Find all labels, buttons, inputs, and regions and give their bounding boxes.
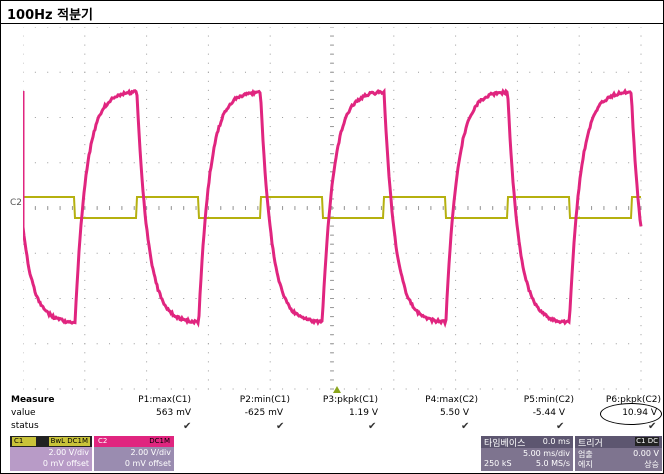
trigger-level: 0.00 V <box>633 449 659 458</box>
status-check-icon: ✔ <box>276 421 284 432</box>
measure-col-name[interactable]: P4:max(C2) <box>398 395 478 405</box>
annotation-circle <box>600 403 662 425</box>
page-title: 100Hz 적분기 <box>7 4 93 23</box>
status-check-icon: ✔ <box>461 421 469 432</box>
timebase-tdiv: 5.00 ms/div <box>523 449 570 458</box>
timebase-delay: 0.0 ms <box>543 437 570 446</box>
measure-table: Measure P1:max(C1) P2:min(C1) P3:pkpk(C1… <box>11 395 661 435</box>
measure-value: 563 mV <box>111 408 191 418</box>
trigger-title: 트리거 <box>578 436 603 449</box>
measure-col-name[interactable]: P1:max(C1) <box>111 395 191 405</box>
measure-status-row: status ✔ ✔ ✔ ✔ ✔ ✔ <box>11 421 661 433</box>
trigger-position-marker[interactable] <box>333 386 341 393</box>
measure-col-name[interactable]: P3:pkpk(C1) <box>298 395 378 405</box>
c2-tag: C2 <box>96 437 120 446</box>
c1-vdiv: 2.00 V/div <box>48 448 89 457</box>
measure-value: 5.50 V <box>389 408 469 418</box>
measure-value-row: value 563 mV -625 mV 1.19 V 5.50 V -5.44… <box>11 408 661 420</box>
c2-descriptor[interactable]: C2 DC1M 2.00 V/div 0 mV offset <box>94 436 174 471</box>
trigger-slope: 상승 <box>644 459 659 470</box>
status-check-icon: ✔ <box>183 421 191 432</box>
c2-offset: 0 mV offset <box>125 459 171 468</box>
c2-level-marker[interactable]: C2 <box>10 198 22 208</box>
measure-col-name[interactable]: P5:min(C2) <box>494 395 574 405</box>
value-label: value <box>11 408 36 418</box>
c1-coupling: BwL DC1M <box>49 437 90 446</box>
measure-label: Measure <box>11 395 54 405</box>
trigger-type: 에지 <box>578 459 593 470</box>
trigger-source-tag: C1 DC <box>635 437 659 446</box>
scope-display[interactable] <box>23 27 663 391</box>
measure-col-name[interactable]: P2:min(C1) <box>210 395 290 405</box>
status-check-icon: ✔ <box>368 421 376 432</box>
c1-descriptor[interactable]: C1 BwL DC1M 2.00 V/div 0 mV offset <box>10 436 92 471</box>
measure-header-row: Measure P1:max(C1) P2:min(C1) P3:pkpk(C1… <box>11 395 661 407</box>
status-label: status <box>11 421 39 431</box>
c1-offset: 0 mV offset <box>43 459 89 468</box>
title-bar: 100Hz 적분기 <box>1 1 663 24</box>
trigger-descriptor[interactable]: 트리거 C1 DC 엄출 0.00 V 에지 상승 <box>575 436 662 471</box>
graticule <box>23 27 642 390</box>
measure-value: -625 mV <box>203 408 283 418</box>
c2-vdiv: 2.00 V/div <box>130 448 171 457</box>
measure-value: -5.44 V <box>485 408 565 418</box>
timebase-title: 타임베이스 <box>484 436 525 449</box>
timebase-rate: 5.0 MS/s <box>536 459 570 468</box>
timebase-samples: 250 kS <box>484 459 512 468</box>
measure-value: 1.19 V <box>298 408 378 418</box>
waveform-svg <box>23 27 663 391</box>
timebase-descriptor[interactable]: 타임베이스 0.0 ms 5.00 ms/div 250 kS 5.0 MS/s <box>481 436 573 471</box>
c1-tag: C1 <box>12 437 36 446</box>
c2-coupling: DC1M <box>147 437 172 446</box>
status-check-icon: ✔ <box>556 421 564 432</box>
